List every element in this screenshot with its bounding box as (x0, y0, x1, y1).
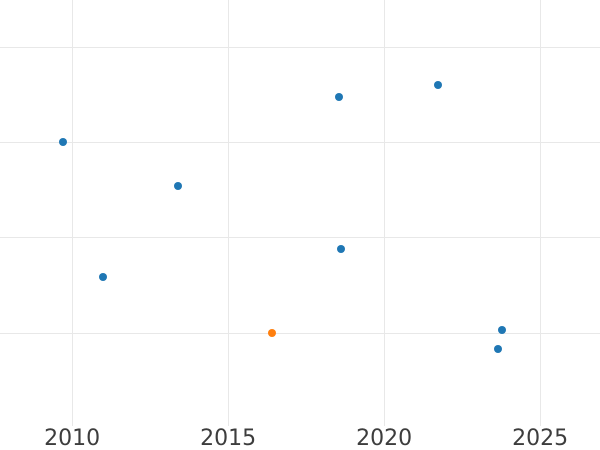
data-point-blue-series (434, 80, 443, 89)
y-gridline (0, 46, 600, 48)
x-tick-label: 2010 (44, 426, 101, 450)
x-tick-label: 2020 (356, 426, 413, 450)
x-gridline (228, 0, 230, 426)
data-point-blue-series (58, 138, 67, 146)
x-gridline (72, 0, 74, 426)
data-point-blue-series (99, 273, 108, 282)
y-gridline (0, 332, 600, 334)
x-gridline (384, 0, 386, 426)
data-point-blue-series (337, 244, 345, 253)
y-gridline (0, 237, 600, 239)
y-gridline (0, 142, 600, 143)
x-tick-label: 2015 (200, 426, 257, 450)
data-point-blue-series (494, 344, 502, 353)
data-point-orange-series (267, 328, 276, 337)
data-point-blue-series (334, 93, 343, 102)
data-point-blue-series (174, 181, 183, 190)
data-point-blue-series (498, 325, 506, 334)
x-gridline (540, 0, 542, 426)
x-tick-label: 2025 (512, 426, 569, 450)
